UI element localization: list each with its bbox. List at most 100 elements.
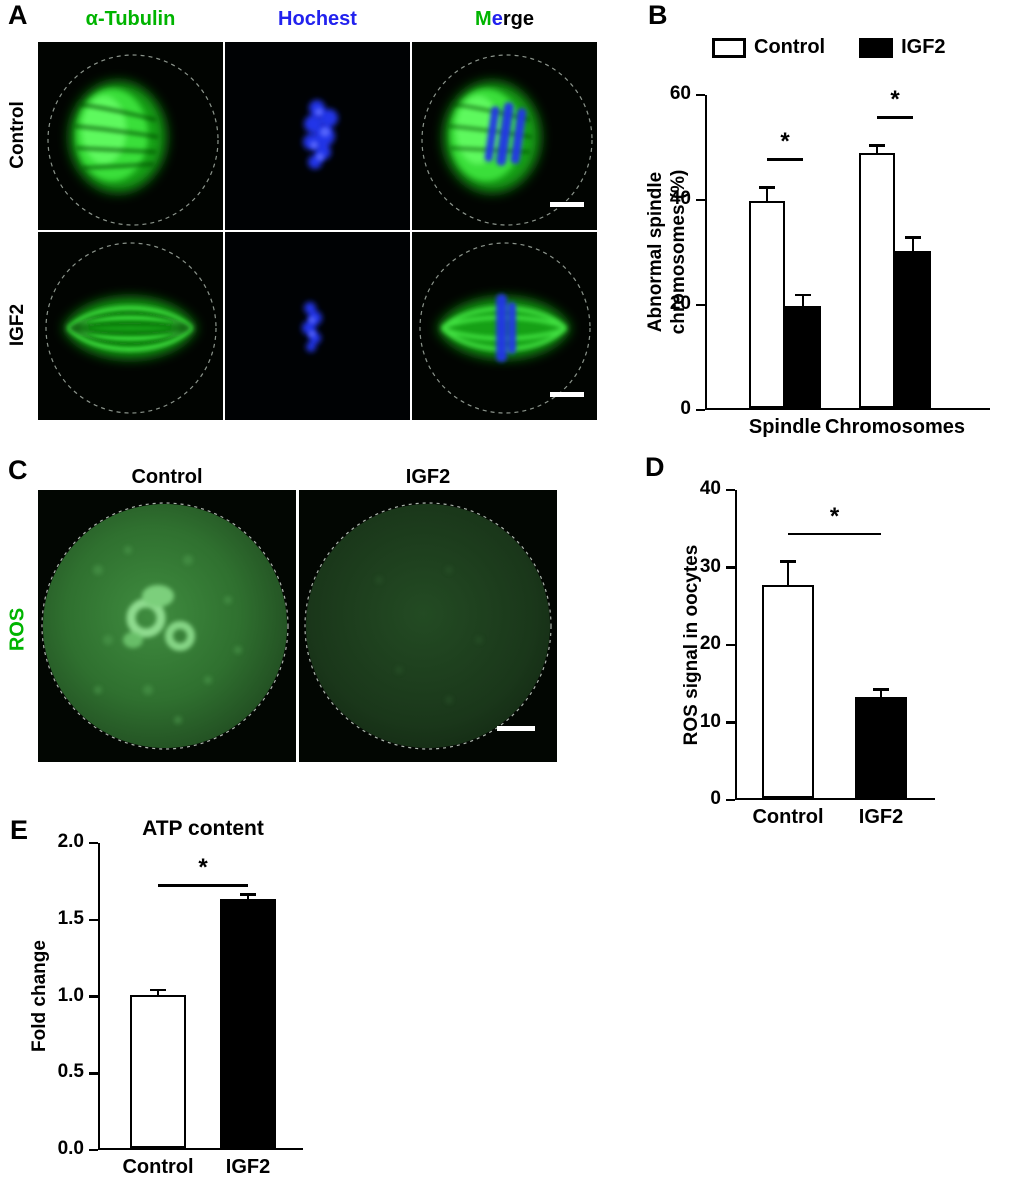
y-tick [725,488,735,492]
error-bar-cap-igf2 [873,688,889,691]
y-tick-label: 0.0 [57,1138,84,1159]
speckles [375,566,483,704]
y-tick-label: 1.0 [57,984,84,1006]
micrograph-ros-igf2 [299,490,557,762]
chromosomes [303,100,338,169]
y-tick [725,721,735,724]
y-tick-label: 0.5 [57,1061,84,1083]
y-tick-label: 40 [669,188,691,209]
panel-d: D ROS signal in oocytes 0 10 20 30 40 Control… [640,452,1020,828]
y-tick [695,93,705,97]
micrograph-igf2-merge [412,232,597,420]
y-tick-label: 2.0 [57,831,84,852]
oocyte-outline [47,54,219,226]
error-bar-igf2 [879,689,883,698]
significance-star: * [829,502,840,530]
x-category-label: Control [122,1156,194,1178]
y-tick-label: 0 [710,788,721,809]
significance-star: * [198,854,208,882]
panel-e-label: E [10,815,29,845]
chart-b-legend: Control IGF2 [712,36,946,59]
y-tick-label: 0 [680,398,691,419]
error-bar-control [786,561,790,585]
bright-ros-foci [123,585,195,651]
y-tick-label: 20 [669,293,691,314]
micrograph-igf2-hochest [225,232,410,420]
error-bar-cap-control [150,988,166,992]
error-bar-control [156,989,160,995]
y-tick [88,1072,98,1075]
bar-igf2 [855,697,907,798]
scale-bar [550,202,584,207]
oocyte-body [306,504,550,748]
micrograph-control-tubulin [38,42,223,230]
y-tick-label: 1.5 [57,907,84,929]
significance-line [158,884,248,887]
chart-b-y-axis-label-line2: chromosomes (%) [668,169,689,335]
error-bar-cap-control [780,560,796,563]
bar-control [762,584,814,798]
chart-b-plot-area: 0 20 40 60 Spindle * Chromosomes * [670,83,990,438]
y-tick [725,566,735,569]
y-tick [88,918,98,921]
error-bar-cap-chromosomes-control [869,144,885,147]
oocyte-outline [41,502,289,750]
micrograph-ros-control [38,490,296,762]
row-label-igf2: IGF2 [7,303,28,347]
x-category-label: Spindle [748,416,822,438]
panel-c-label: C [8,455,28,485]
panel-a-label: A [8,0,28,30]
header-merge: Merge [412,8,597,31]
error-bar-spindle-control [765,187,769,201]
oocyte-body [43,504,287,748]
y-tick [725,798,735,802]
legend-swatch-igf2 [859,37,894,58]
x-category-label: IGF2 [225,1156,271,1178]
y-tick-label: 10 [699,710,721,732]
significance-line [788,532,881,536]
scale-bar [497,726,535,731]
scale-bar [550,392,584,397]
error-bar-cap-igf2 [240,893,256,896]
panel-e: E ATP content Fold change 0.0 0.5 1.0 1.5 2.… [0,815,420,1187]
header-merge-rest: rge [502,8,534,30]
chart-e-title: ATP content [142,817,264,840]
y-tick [695,303,705,307]
y-tick [88,1148,98,1152]
y-tick [725,643,735,647]
x-category-label: IGF2 [858,806,904,828]
legend-label-control: Control [754,36,826,58]
row-label-ros: ROS [6,607,29,652]
oocyte-outline [419,242,591,414]
error-bar-cap-spindle-control [759,186,775,189]
y-tick-label: 30 [699,555,721,577]
error-bar-cap-chromosomes-igf2 [905,236,921,239]
significance-star: * [780,128,790,155]
y-tick-label: 20 [699,633,721,654]
bar-chromosomes-control [859,153,895,408]
chromosomes-overlay [496,294,516,362]
micrograph-control-merge [412,42,597,230]
panel-d-label: D [645,452,665,482]
chart-b-y-axis-label: Abnormal spindle chromosomes (%) [644,87,690,417]
speckles [93,546,242,724]
header-alpha-tubulin: α-Tubulin [85,8,176,30]
panel-b: B Control IGF2 Abnormal spindle chromoso… [640,0,1020,452]
panel-a: A α-Tubulin Hochest Merge Control IGF2 [0,0,640,452]
significance-line [877,116,913,119]
y-tick [88,841,98,845]
micrograph-igf2-tubulin [38,232,223,420]
chart-e-plot-area: 0.0 0.5 1.0 1.5 2.0 Control IGF2 * [58,831,303,1178]
legend-swatch-control [712,37,746,58]
y-tick [695,198,705,202]
header-c-control: Control [131,466,203,488]
error-bar-chromosomes-igf2 [911,237,915,251]
significance-star: * [890,86,900,113]
y-tick-label: 40 [699,478,721,499]
x-category-label: Control [752,806,824,828]
panel-b-label: B [648,0,668,30]
bar-spindle-igf2 [785,305,821,408]
error-bar-chromosomes-control [875,145,879,154]
oocyte-outline [45,242,217,414]
header-hochest: Hochest [278,8,357,30]
